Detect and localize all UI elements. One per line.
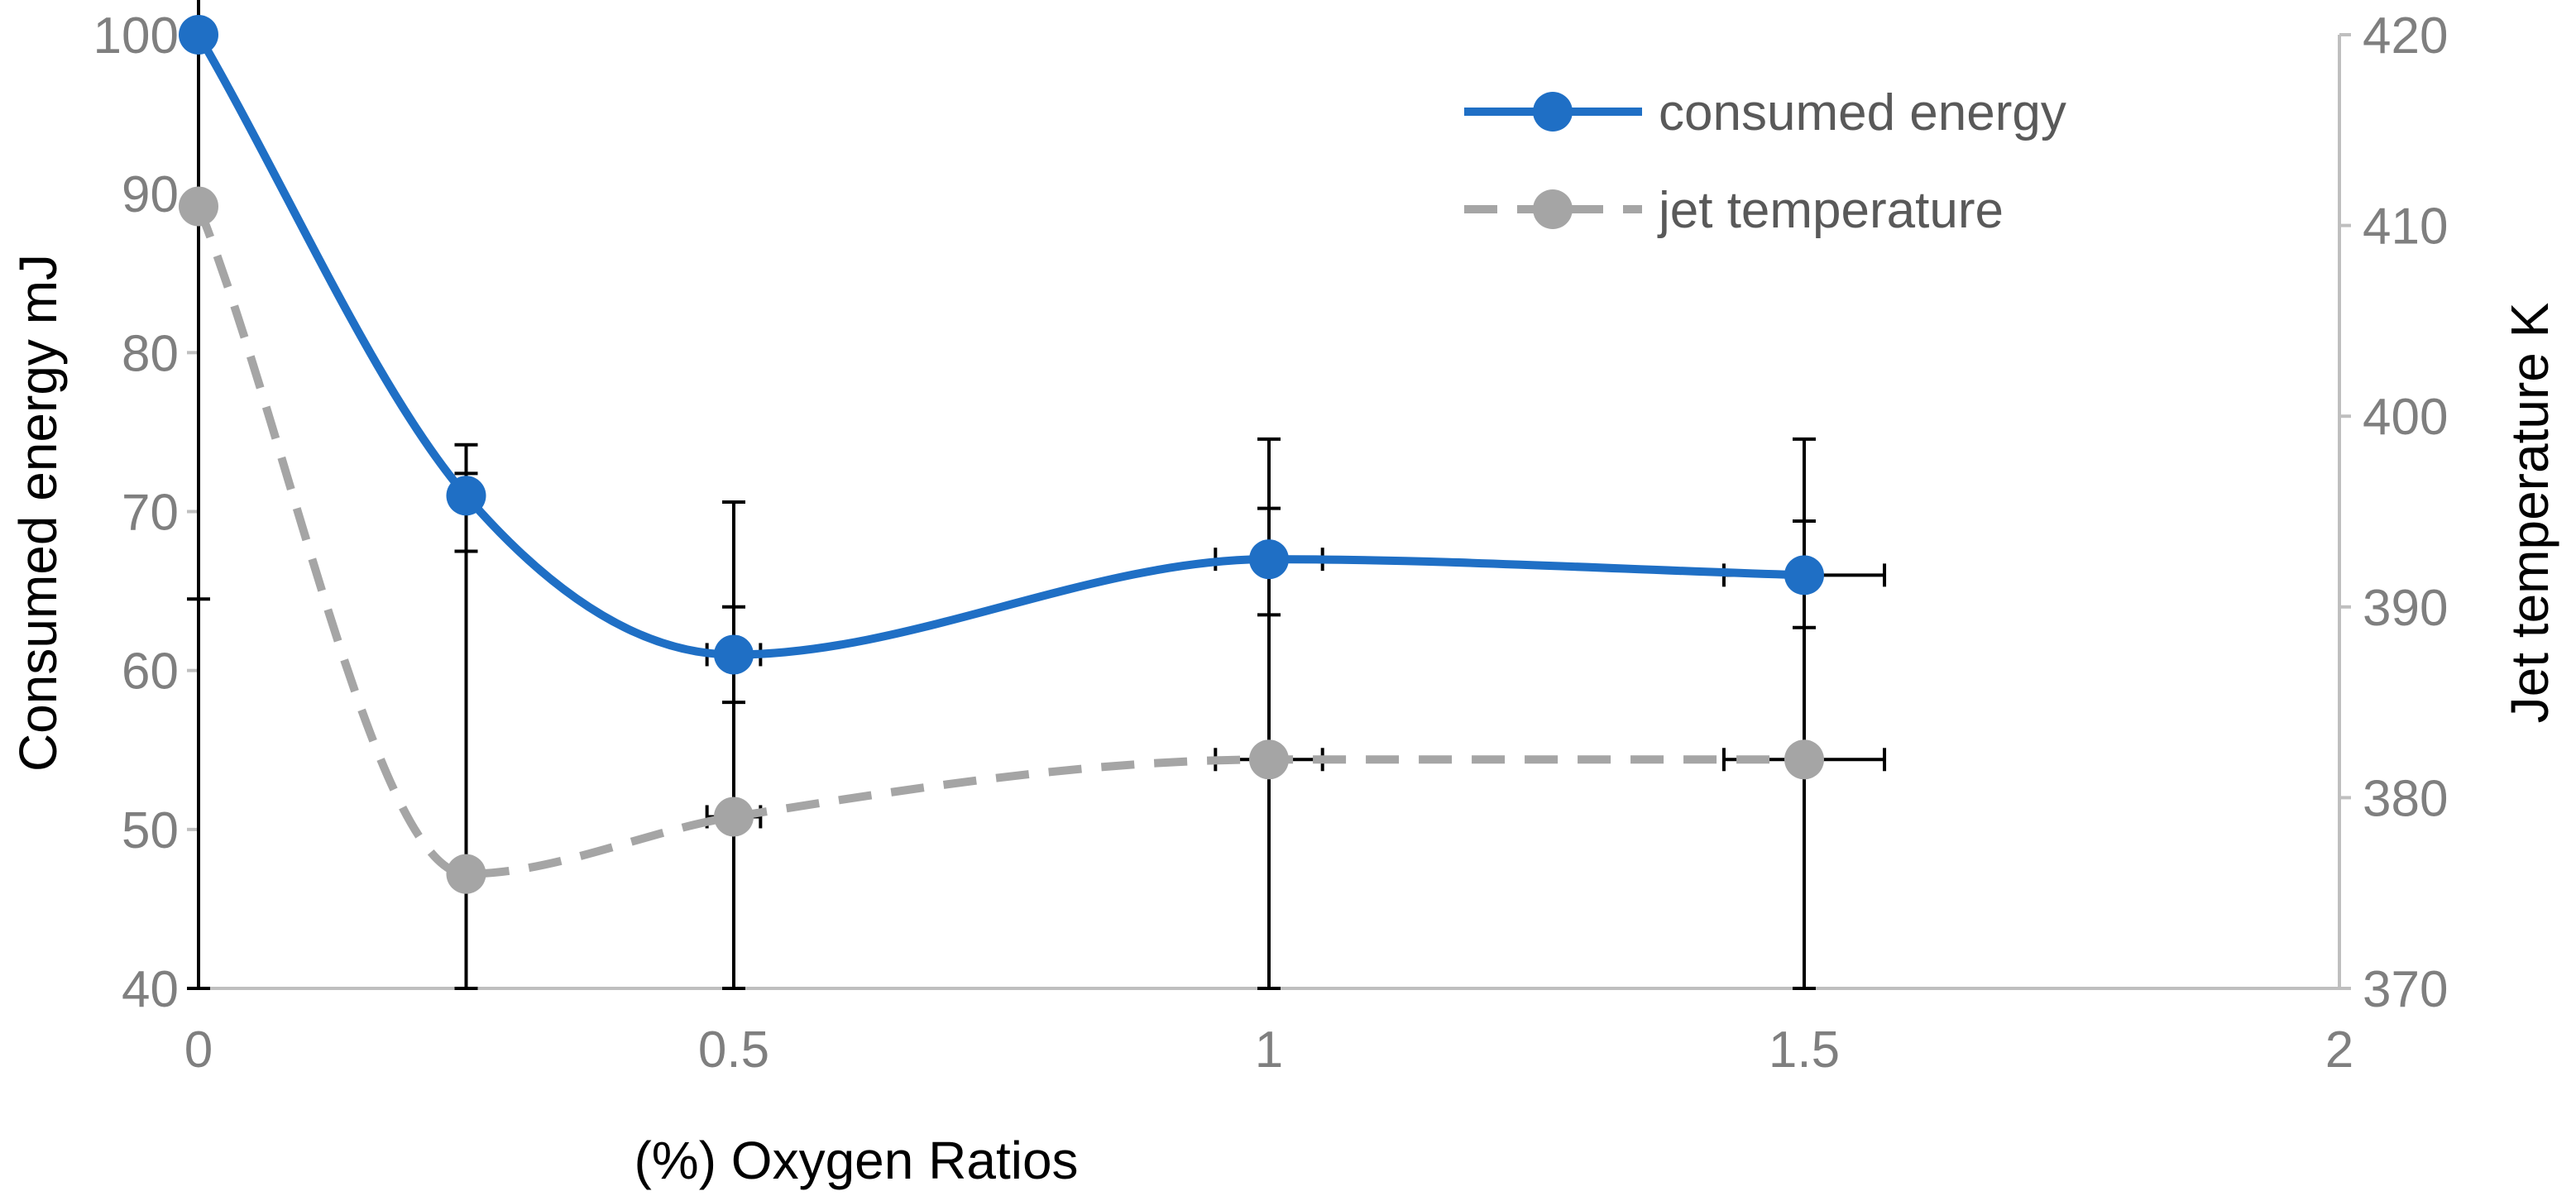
y2-axis-title: Jet temperature K xyxy=(2500,303,2559,724)
data-point-jet-temperature xyxy=(1784,739,1824,780)
legend-marker-consumed-energy xyxy=(1533,92,1573,132)
data-point-consumed-energy xyxy=(714,634,754,675)
data-point-jet-temperature xyxy=(1249,739,1289,780)
y2-tick-label: 410 xyxy=(2363,199,2448,256)
data-point-consumed-energy xyxy=(1249,539,1289,580)
y2-tick-label: 420 xyxy=(2363,7,2448,65)
y-tick-label: 100 xyxy=(93,7,179,65)
series-line-jet-temperature xyxy=(194,204,1804,878)
y2-tick-label: 400 xyxy=(2363,389,2448,446)
series-points xyxy=(179,15,1824,894)
y2-tick-label: 390 xyxy=(2363,580,2448,637)
error-bars xyxy=(187,0,1887,990)
y-tick-label: 70 xyxy=(122,485,179,542)
legend-label-jet-temperature: jet temperature xyxy=(1657,182,2004,239)
x-tick-label: 0.5 xyxy=(698,1021,769,1079)
data-point-jet-temperature xyxy=(446,854,486,894)
data-point-consumed-energy xyxy=(179,15,218,55)
y-tick-label: 40 xyxy=(122,961,179,1018)
y-tick-label: 50 xyxy=(122,802,179,859)
y-tick-label: 60 xyxy=(122,643,179,701)
series-line-consumed-energy xyxy=(194,32,1805,659)
data-point-consumed-energy xyxy=(446,476,486,516)
legend-marker-jet-temperature xyxy=(1533,189,1573,229)
series-lines xyxy=(194,32,1805,878)
x-axis-title: (%) Oxygen Ratios xyxy=(634,1131,1078,1190)
y2-tick-label: 370 xyxy=(2363,961,2448,1018)
y-tick-label: 80 xyxy=(122,325,179,382)
y-tick-label: 90 xyxy=(122,166,179,223)
data-point-jet-temperature xyxy=(714,797,754,837)
data-point-consumed-energy xyxy=(1784,555,1824,596)
y-axis-title: Consumed energy mJ xyxy=(8,254,68,772)
data-point-jet-temperature xyxy=(179,186,218,227)
x-tick-label: 1.5 xyxy=(1769,1021,1840,1079)
x-tick-label: 1 xyxy=(1255,1021,1283,1079)
x-tick-label: 2 xyxy=(2325,1021,2353,1079)
legend-label-consumed-energy: consumed energy xyxy=(1659,84,2066,141)
x-tick-label: 0 xyxy=(184,1021,213,1079)
tick-labels: 40 50 60 70 80 90 100 370 380 390 400 410 420 0 0.5 1 1.… xyxy=(93,7,2449,1079)
legend: consumed energy jet temperature xyxy=(1464,84,2066,239)
y2-tick-label: 380 xyxy=(2363,770,2448,827)
